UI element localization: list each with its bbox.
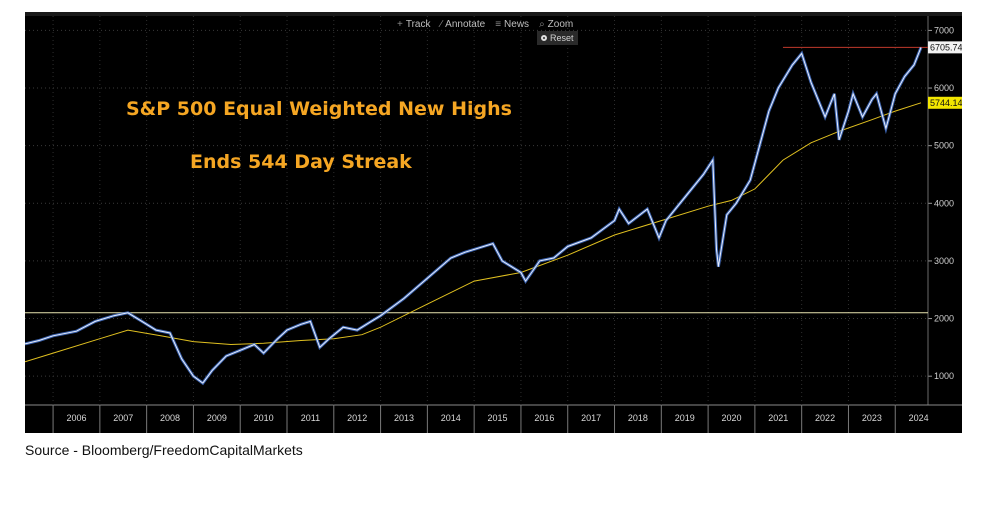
- y-tick-label: 6000: [934, 83, 954, 93]
- y-tick-label: 3000: [934, 256, 954, 266]
- chart-toolbar-strip: [25, 12, 962, 16]
- tool-label: Zoom: [547, 18, 574, 30]
- x-tick-label: 2020: [721, 413, 741, 423]
- reset-label: Reset: [550, 33, 574, 43]
- tool-label: Track: [405, 18, 431, 30]
- x-tick-label: 2007: [113, 413, 133, 423]
- last-price-label: 6705.74: [930, 42, 962, 52]
- x-tick-label: 2019: [675, 413, 695, 423]
- reset-button[interactable]: Reset: [537, 31, 578, 45]
- y-tick-label: 2000: [934, 314, 954, 324]
- annotate-icon: ∕: [440, 18, 443, 30]
- zoom-icon: ⌕: [539, 18, 545, 30]
- x-tick-label: 2010: [254, 413, 274, 423]
- tool-news[interactable]: ≡ News: [495, 19, 529, 30]
- x-tick-label: 2006: [66, 413, 86, 423]
- tool-label: News: [504, 18, 530, 30]
- x-tick-label: 2009: [207, 413, 227, 423]
- reset-icon: [541, 35, 547, 41]
- x-tick-label: 2011: [301, 413, 320, 423]
- price-line: [25, 47, 922, 384]
- x-tick-label: 2022: [815, 413, 835, 423]
- annotation-subtitle: Ends 544 Day Streak: [190, 151, 412, 173]
- moving-average-label-box: [928, 96, 962, 109]
- moving-average-label: 5744.14: [930, 98, 962, 108]
- track-icon: +: [397, 18, 403, 30]
- x-tick-label: 2014: [441, 413, 461, 423]
- x-tick-label: 2013: [394, 413, 414, 423]
- tool-label: Annotate: [445, 18, 486, 30]
- x-tick-label: 2021: [768, 413, 788, 423]
- price-chart[interactable]: 1000 2000 3000 4000 5000 6000 7000 2006 2007 2008…: [25, 12, 962, 433]
- news-icon: ≡: [495, 18, 502, 30]
- y-tick-label: 7000: [934, 25, 954, 35]
- x-tick-label: 2015: [488, 413, 508, 423]
- y-tick-label: 5000: [934, 141, 954, 151]
- x-tick-label: 2012: [347, 413, 367, 423]
- last-price-label-box: [928, 41, 962, 54]
- tool-track[interactable]: + Track: [397, 19, 430, 30]
- annotation-title: S&P 500 Equal Weighted New Highs: [126, 98, 512, 120]
- x-tick-label: 2008: [160, 413, 180, 423]
- tool-zoom[interactable]: ⌕ Zoom: [539, 19, 573, 30]
- moving-average-line: [25, 102, 922, 363]
- x-tick-label: 2024: [909, 413, 929, 423]
- x-tick-label: 2017: [581, 413, 601, 423]
- x-tick-label: 2023: [862, 413, 882, 423]
- x-tick-label: 2018: [628, 413, 648, 423]
- source-caption: Source - Bloomberg/FreedomCapitalMarkets: [25, 442, 303, 458]
- tool-annotate[interactable]: ∕ Annotate: [440, 19, 485, 30]
- y-tick-label: 1000: [934, 371, 954, 381]
- chart-panel: 1000 2000 3000 4000 5000 6000 7000 2006 2007 2008…: [25, 12, 962, 433]
- y-tick-label: 4000: [934, 198, 954, 208]
- x-tick-label: 2016: [534, 413, 554, 423]
- chart-tools: + Track ∕ Annotate ≡ News ⌕ Zoom: [397, 15, 573, 33]
